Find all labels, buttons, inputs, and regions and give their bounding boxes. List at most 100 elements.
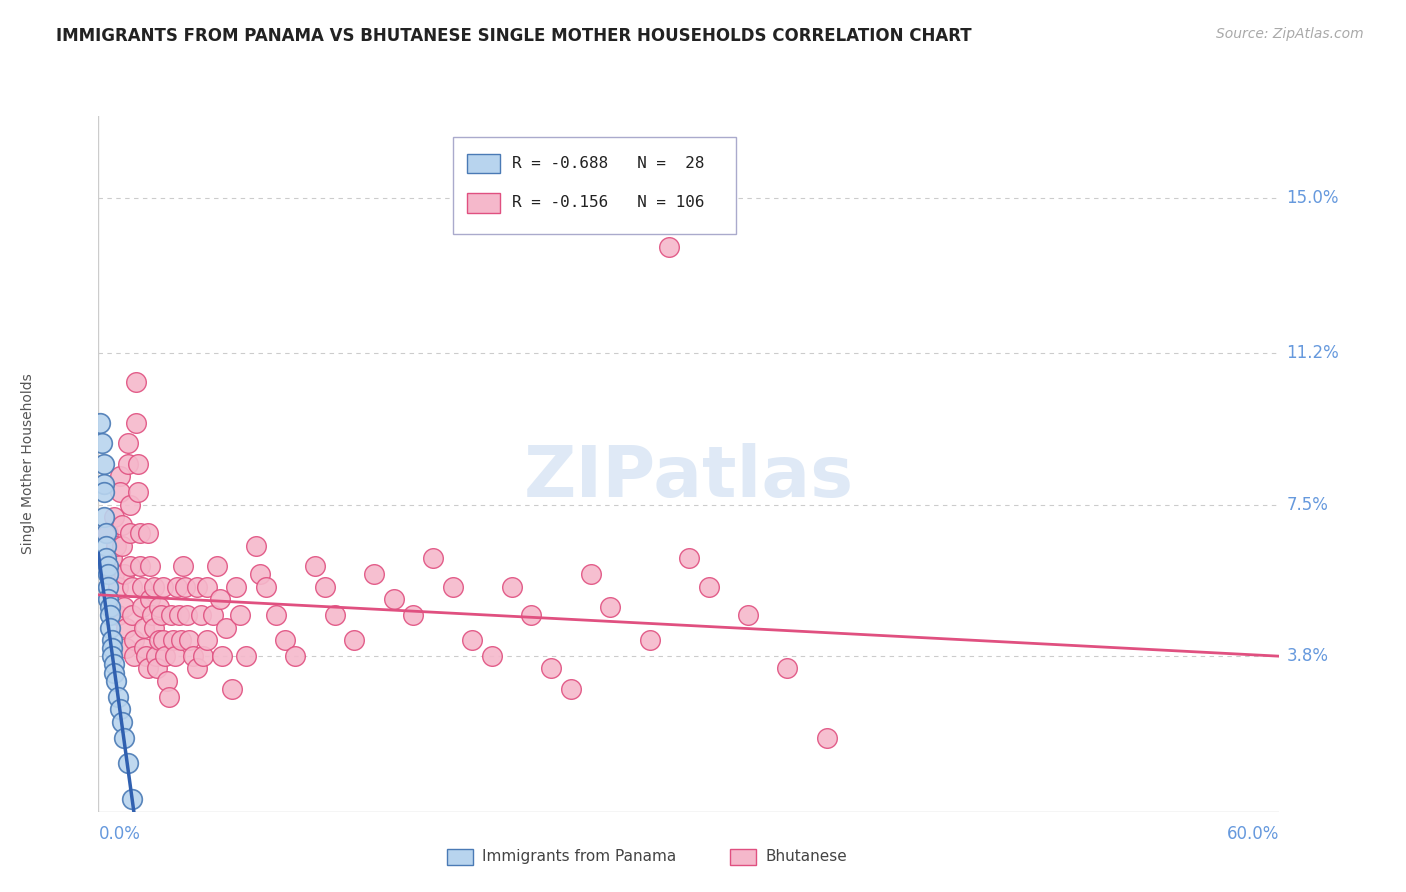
Point xyxy=(101,649,124,664)
Point xyxy=(103,567,125,582)
Point xyxy=(111,714,134,729)
Point xyxy=(93,485,115,500)
Point xyxy=(107,580,129,594)
Point xyxy=(97,526,120,541)
Point xyxy=(177,632,200,647)
Point xyxy=(145,649,167,664)
Point xyxy=(323,608,346,623)
Text: IMMIGRANTS FROM PANAMA VS BHUTANESE SINGLE MOTHER HOUSEHOLDS CORRELATION CHART: IMMIGRANTS FROM PANAMA VS BHUTANESE SING… xyxy=(56,27,972,45)
Point xyxy=(118,559,141,574)
Point xyxy=(343,632,366,647)
Text: R = -0.156   N = 106: R = -0.156 N = 106 xyxy=(512,195,704,211)
Point xyxy=(127,485,149,500)
Point xyxy=(181,649,204,664)
Point xyxy=(225,580,247,594)
Point xyxy=(105,673,128,688)
Point xyxy=(131,580,153,594)
Point xyxy=(579,567,602,582)
Point xyxy=(98,608,121,623)
Point xyxy=(737,608,759,623)
Point xyxy=(101,632,124,647)
Point xyxy=(131,600,153,615)
Point xyxy=(167,608,190,623)
Point xyxy=(103,665,125,680)
Bar xyxy=(447,849,472,864)
Point xyxy=(249,567,271,582)
Point xyxy=(209,591,232,606)
Point xyxy=(658,240,681,254)
Point xyxy=(195,580,218,594)
Point xyxy=(229,608,252,623)
Point xyxy=(93,510,115,524)
Bar xyxy=(730,849,756,864)
Point xyxy=(402,608,425,623)
Point xyxy=(461,632,484,647)
Point xyxy=(136,661,159,675)
Point xyxy=(93,477,115,491)
Point xyxy=(165,649,187,664)
Point xyxy=(166,580,188,594)
Point xyxy=(89,416,111,430)
Point xyxy=(117,756,139,770)
Point xyxy=(108,485,131,500)
Point xyxy=(501,580,523,594)
Point xyxy=(274,632,297,647)
Point xyxy=(201,608,224,623)
Text: ZIPatlas: ZIPatlas xyxy=(524,443,853,512)
Text: 0.0%: 0.0% xyxy=(98,825,141,843)
Point xyxy=(190,608,212,623)
Text: 11.2%: 11.2% xyxy=(1286,344,1340,362)
Point xyxy=(112,731,135,745)
Point xyxy=(96,551,118,566)
Point xyxy=(155,649,177,664)
Text: 3.8%: 3.8% xyxy=(1286,648,1329,665)
Point xyxy=(520,608,543,623)
Point xyxy=(115,621,138,635)
Text: R = -0.688   N =  28: R = -0.688 N = 28 xyxy=(512,156,704,170)
Point xyxy=(117,457,139,471)
Point xyxy=(170,632,193,647)
Point xyxy=(117,436,139,450)
Text: Bhutanese: Bhutanese xyxy=(766,849,848,864)
Point xyxy=(138,559,160,574)
Text: 60.0%: 60.0% xyxy=(1227,825,1279,843)
Point xyxy=(142,580,165,594)
Point xyxy=(97,591,120,606)
Point xyxy=(540,661,562,675)
Point xyxy=(136,526,159,541)
Point xyxy=(111,539,134,553)
Point xyxy=(121,792,143,806)
Point xyxy=(112,567,135,582)
Point xyxy=(363,567,385,582)
Point xyxy=(125,416,148,430)
Point xyxy=(174,580,197,594)
Point xyxy=(160,608,183,623)
Text: Source: ZipAtlas.com: Source: ZipAtlas.com xyxy=(1216,27,1364,41)
Point xyxy=(101,551,124,566)
Text: Immigrants from Panama: Immigrants from Panama xyxy=(482,849,676,864)
Point xyxy=(127,457,149,471)
Point xyxy=(422,551,444,566)
Point xyxy=(132,640,155,655)
Point xyxy=(235,649,257,664)
FancyBboxPatch shape xyxy=(453,136,737,235)
Point xyxy=(112,600,135,615)
Point xyxy=(118,526,141,541)
Point xyxy=(148,600,170,615)
Point xyxy=(221,681,243,696)
Point xyxy=(107,690,129,705)
Point xyxy=(441,580,464,594)
Point xyxy=(186,661,208,675)
Point xyxy=(150,608,173,623)
Point xyxy=(93,457,115,471)
Point xyxy=(382,591,405,606)
Point xyxy=(97,580,120,594)
Point xyxy=(186,580,208,594)
Point xyxy=(132,621,155,635)
Point xyxy=(815,731,838,745)
Point xyxy=(135,649,157,664)
Point xyxy=(211,649,233,664)
Point xyxy=(172,559,194,574)
Point xyxy=(697,580,720,594)
Point xyxy=(96,539,118,553)
